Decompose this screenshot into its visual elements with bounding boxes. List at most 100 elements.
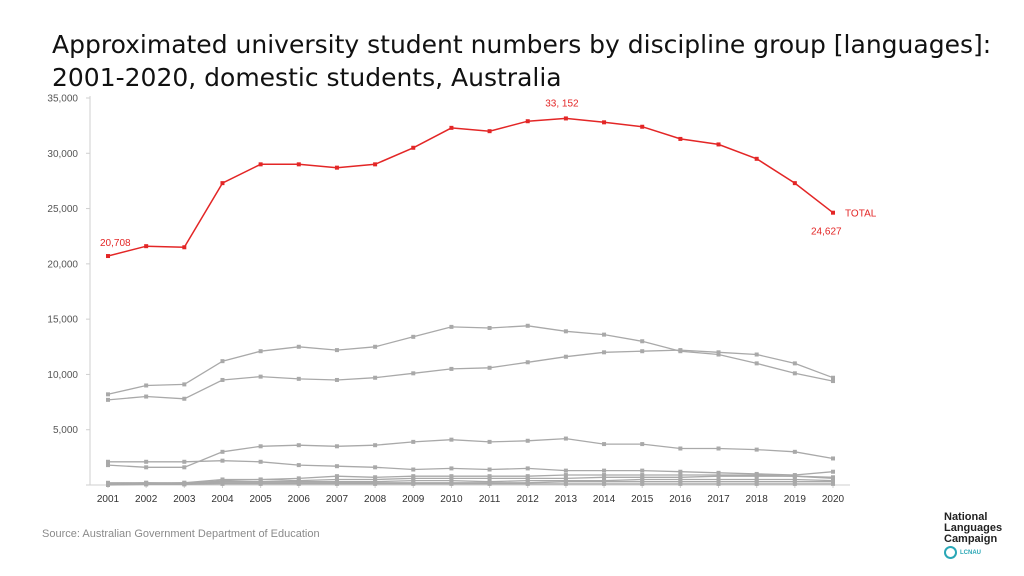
data-point (563, 473, 568, 478)
data-point (792, 479, 797, 484)
data-point (563, 329, 568, 334)
data-point (716, 481, 721, 486)
data-point (602, 473, 607, 478)
data-point (716, 474, 721, 479)
data-point (220, 458, 225, 463)
x-tick-label: 2012 (517, 494, 540, 505)
data-point (411, 334, 416, 339)
chart-title: Approximated university student numbers … (52, 28, 992, 94)
x-tick-label: 2005 (250, 494, 273, 505)
data-point (449, 478, 454, 483)
data-point (716, 479, 721, 484)
data-point (716, 352, 721, 357)
x-tick-label: 2008 (364, 494, 387, 505)
data-point (563, 479, 568, 484)
data-point (373, 477, 378, 482)
data-point (411, 474, 416, 479)
data-point-total (792, 181, 797, 186)
data-point (792, 449, 797, 454)
x-tick-label: 2011 (479, 494, 501, 505)
data-point (754, 481, 759, 486)
data-point (716, 470, 721, 475)
data-point (106, 463, 110, 468)
data-point (792, 361, 797, 366)
data-point (678, 469, 683, 474)
data-point (334, 444, 339, 449)
data-point (182, 382, 187, 387)
x-tick-label: 2016 (669, 494, 692, 505)
data-point (258, 459, 263, 464)
data-point (831, 476, 835, 481)
data-point (563, 436, 568, 441)
data-point (182, 465, 187, 470)
data-point (449, 474, 454, 479)
data-point (792, 477, 797, 482)
x-tick-label: 2007 (326, 494, 349, 505)
data-point-total (602, 120, 607, 125)
x-tick-label: 2009 (402, 494, 425, 505)
data-point (792, 371, 797, 376)
data-point-total (640, 124, 645, 129)
data-point (525, 474, 530, 479)
logo-line-1: National (944, 511, 988, 523)
series-line (108, 478, 834, 485)
data-point (640, 339, 645, 344)
data-point (449, 466, 454, 471)
data-point (831, 456, 835, 461)
x-tick-label: 2010 (440, 494, 463, 505)
data-point (602, 468, 607, 473)
data-point-total (411, 145, 416, 150)
data-point (258, 477, 263, 482)
series-name-label: TOTAL (845, 209, 877, 220)
data-point (334, 477, 339, 482)
data-point (602, 475, 607, 480)
start-value-label: 20,708 (100, 238, 131, 249)
data-point (716, 350, 721, 355)
data-point (373, 375, 378, 380)
data-point-total (449, 125, 454, 130)
data-point (754, 479, 759, 484)
title-line-1: Approximated university student numbers … (52, 30, 992, 59)
data-point (411, 476, 416, 481)
data-point (449, 324, 454, 329)
data-point (640, 468, 645, 473)
data-point (563, 481, 568, 486)
peak-value-label: 33, 152 (545, 98, 579, 109)
data-point-total (754, 156, 759, 161)
data-point (716, 477, 721, 482)
x-tick-label: 2001 (97, 494, 120, 505)
data-point (831, 481, 835, 486)
data-point (563, 468, 568, 473)
data-point (449, 481, 454, 486)
data-point (487, 481, 492, 486)
data-point-total (487, 129, 492, 134)
end-value-label: 24,627 (811, 227, 842, 238)
data-point (678, 481, 683, 486)
series-line (108, 474, 834, 484)
data-point (678, 475, 683, 480)
data-point-total (563, 116, 568, 121)
series-line-total (107, 117, 834, 257)
data-point (144, 465, 149, 470)
data-point (373, 344, 378, 349)
x-tick-label: 2003 (173, 494, 196, 505)
data-point (525, 466, 530, 471)
x-tick-label: 2013 (555, 494, 578, 505)
data-point (487, 476, 492, 481)
x-tick-label: 2006 (288, 494, 311, 505)
data-point-total (831, 210, 835, 215)
data-point (754, 447, 759, 452)
data-point (602, 481, 607, 486)
series-line (107, 483, 833, 486)
data-point (525, 438, 530, 443)
data-point (449, 476, 454, 481)
y-tick-label: 20,000 (47, 259, 78, 270)
x-tick-label: 2018 (746, 494, 769, 505)
data-point (258, 349, 263, 354)
data-point (144, 383, 149, 388)
series-line (107, 437, 834, 468)
data-point (296, 476, 301, 481)
x-tick-label: 2015 (631, 494, 654, 505)
data-point (411, 478, 416, 483)
data-point (296, 481, 301, 486)
